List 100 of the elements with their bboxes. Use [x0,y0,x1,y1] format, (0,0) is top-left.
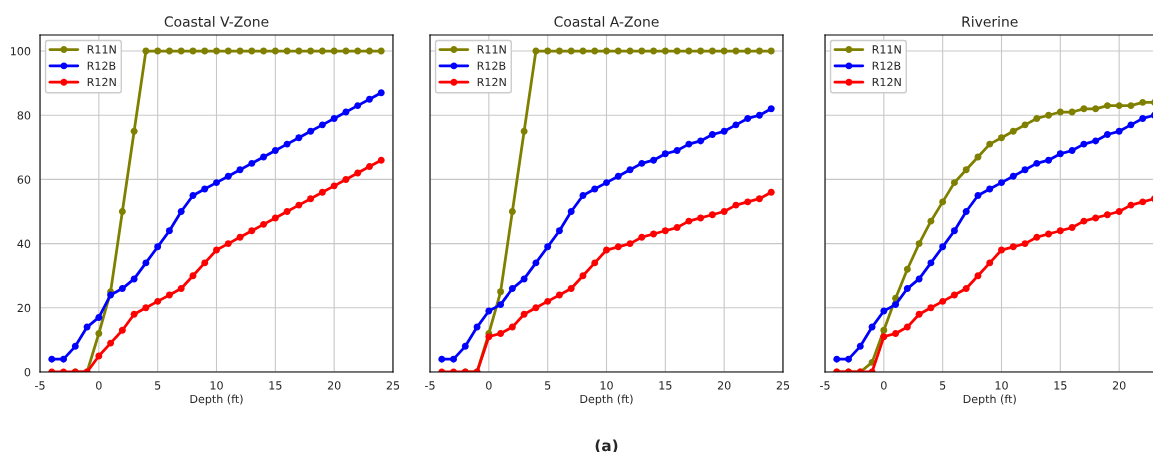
point [213,179,220,187]
point [950,227,958,235]
point [497,330,505,337]
point [603,47,610,55]
point [224,172,232,180]
point [497,288,505,296]
x-tick-label: 25 [776,381,790,390]
point [224,240,232,248]
x-tick-label: 25 [386,381,400,390]
point [165,291,173,299]
point [1080,217,1088,225]
point [579,192,587,199]
point [365,163,373,171]
point [650,47,658,55]
point [118,285,126,293]
point [1068,147,1076,155]
point [567,285,575,293]
point [1127,102,1135,110]
point [461,342,469,350]
point [767,105,775,113]
x-tick-label: 20 [717,381,731,390]
point [1045,156,1053,164]
point [1103,131,1111,138]
point [685,140,693,148]
point [591,185,599,193]
point [130,127,138,135]
x-axis-title: Depth (ft) [963,394,1016,406]
point [962,166,970,174]
point [295,134,303,142]
point [685,217,693,225]
point [283,208,291,215]
legend-label: R12N [87,77,116,87]
point [998,246,1005,254]
point [567,47,575,55]
point [755,195,763,203]
point [1009,127,1017,135]
point [638,233,646,241]
point [377,156,385,164]
point [880,333,888,341]
point [142,304,150,312]
point [532,259,540,267]
point [1045,111,1053,119]
point [544,47,552,55]
point [555,291,563,299]
point [354,169,362,177]
point [927,304,935,312]
point [880,307,888,315]
point [365,95,373,103]
point [591,47,599,55]
point [915,240,923,248]
point [95,330,103,337]
point [450,355,458,363]
point [177,208,185,215]
point [903,285,911,293]
point [1056,227,1064,235]
legend-label: R12N [872,77,901,87]
point [236,233,244,241]
point [708,131,716,138]
point [755,111,763,119]
point [271,47,279,55]
point [154,47,162,55]
point [107,339,115,347]
point [354,102,362,110]
point [330,114,338,122]
point [673,224,681,232]
point [1115,127,1123,135]
chart-title: Coastal V-Zone [164,16,269,27]
legend-label: R11N [477,45,506,54]
point [986,140,994,148]
x-tick-label: 0 [881,381,887,390]
point [224,47,232,55]
x-tick-label: 5 [939,381,946,390]
y-tick-label: 100 [10,47,31,56]
point [142,259,150,267]
x-tick-label: 15 [1054,381,1067,390]
legend-label: R12B [87,61,116,70]
point [1033,114,1041,122]
point [915,310,923,318]
point [520,127,528,135]
point [544,243,552,251]
legend-label: R12B [477,61,506,70]
x-tick-label: 5 [154,381,161,390]
point [986,185,994,193]
point [248,227,256,235]
chart-title: Coastal A-Zone [554,16,659,27]
point [767,188,775,196]
point [626,166,634,174]
point [330,47,338,55]
point [532,304,540,312]
point [661,227,669,235]
point [354,47,362,55]
point [927,259,935,267]
x-tick-label: -5 [35,381,45,390]
point [962,208,970,215]
point [1139,114,1147,122]
point [903,323,911,331]
point [485,333,493,341]
point [638,47,646,55]
x-tick-label: 10 [600,381,613,390]
point [248,47,256,55]
